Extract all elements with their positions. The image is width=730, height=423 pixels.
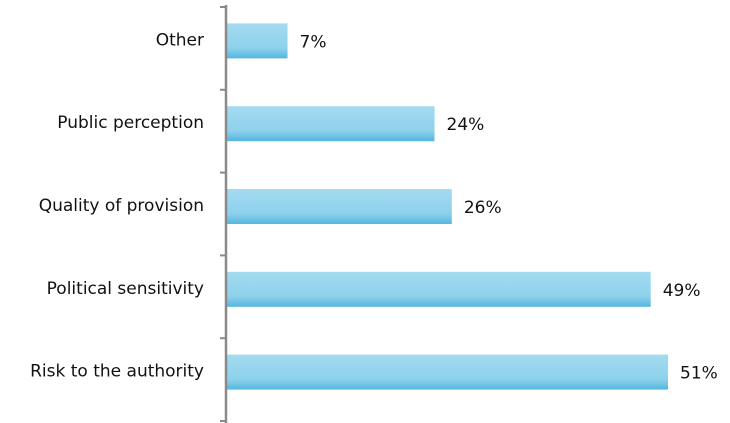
y-tick-label: Other <box>156 30 204 50</box>
bar <box>227 23 288 59</box>
value-label: 26% <box>464 198 502 218</box>
bar <box>227 354 668 390</box>
bar <box>227 189 452 224</box>
value-label: 49% <box>663 281 701 301</box>
y-tick-label: Political sensitivity <box>47 279 204 299</box>
value-label: 24% <box>447 115 485 135</box>
y-tick-label: Quality of provision <box>39 196 204 216</box>
y-tick-label: Risk to the authority <box>30 362 204 382</box>
bar <box>227 106 435 142</box>
bar <box>227 271 651 307</box>
y-tick-label: Public perception <box>57 113 204 133</box>
value-label: 51% <box>680 364 718 384</box>
value-label: 7% <box>300 32 327 52</box>
